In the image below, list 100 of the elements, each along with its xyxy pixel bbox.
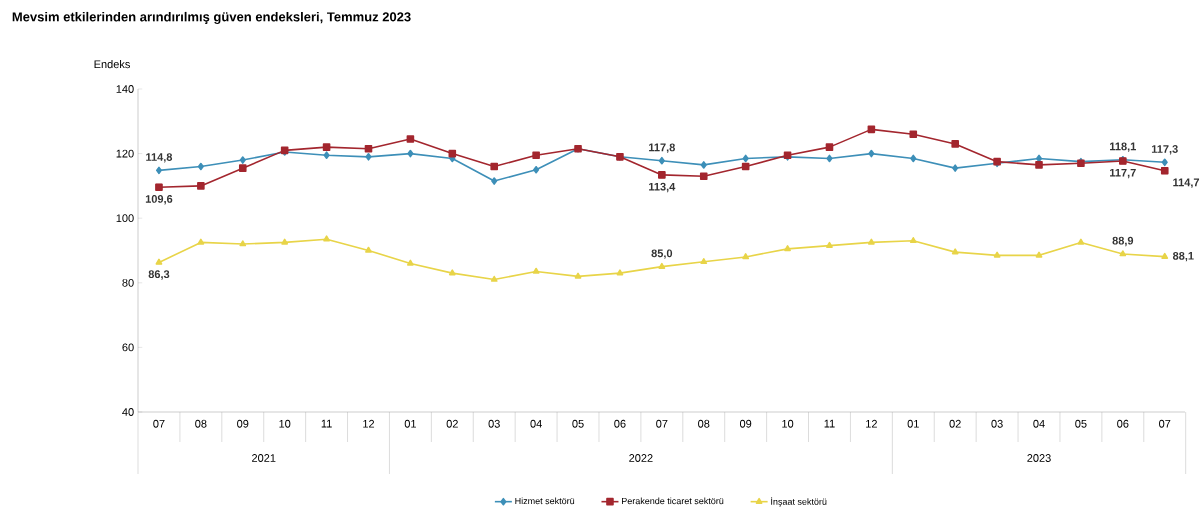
x-tick-label: 09	[739, 419, 752, 428]
point	[574, 272, 582, 279]
x-tick-label: 02	[446, 419, 458, 428]
text: 2022	[629, 454, 653, 462]
point	[490, 275, 498, 282]
data-label: 85,0	[651, 249, 673, 259]
point	[490, 162, 499, 171]
point	[951, 140, 959, 148]
point	[826, 154, 833, 163]
data-label: 117,8	[649, 143, 675, 153]
point	[951, 248, 959, 255]
point	[616, 269, 624, 276]
x-tick-label: 11	[824, 419, 835, 428]
point	[1077, 238, 1085, 245]
x-tick-label: 01	[907, 419, 919, 428]
x-tick-label: 07	[153, 419, 165, 428]
y-tick-label: 80	[122, 278, 134, 287]
text: 2021	[252, 454, 276, 462]
x-tick-label: 10	[279, 419, 291, 428]
x-tick-label: 03	[488, 419, 500, 428]
point	[910, 154, 917, 163]
data-label: 114,7	[1173, 178, 1200, 188]
point	[699, 172, 708, 181]
y-axis-title: Endeks	[94, 60, 130, 69]
y-tick-label: 120	[116, 149, 134, 158]
point	[700, 161, 707, 169]
legend-label: Hizmet sektörü	[515, 497, 575, 505]
x-tick-label: 05	[572, 419, 584, 428]
data-label: 117,7	[1110, 168, 1136, 179]
point	[952, 164, 959, 172]
point	[491, 177, 498, 185]
point	[322, 143, 331, 151]
x-tick-label: 03	[991, 419, 1003, 428]
data-label: 88,1	[1172, 251, 1194, 262]
x-tick-label: 05	[1075, 419, 1087, 428]
x-tick-label: 02	[949, 419, 961, 428]
point	[238, 164, 247, 172]
x-tick-label: 07	[1159, 419, 1171, 428]
point	[1160, 166, 1169, 175]
point	[825, 143, 834, 151]
point	[448, 269, 456, 276]
point	[323, 151, 330, 160]
point	[364, 144, 373, 153]
point	[1035, 251, 1043, 258]
point	[700, 258, 708, 265]
point	[742, 253, 750, 260]
x-tick-label: 01	[404, 419, 416, 428]
point	[239, 240, 247, 247]
point	[909, 130, 918, 139]
point	[1035, 161, 1043, 169]
x-tick-label: 12	[363, 419, 375, 428]
chart-title: Mevsim etkilerinden arındırılmış güven endeksleri, Temmuz 2023	[12, 11, 411, 25]
data-label: 109,6	[145, 195, 173, 205]
x-tick-label: 06	[614, 419, 626, 428]
legend-label: Perakende ticaret sektörü	[622, 497, 724, 505]
point	[365, 153, 372, 161]
point	[533, 165, 540, 174]
point	[867, 238, 875, 245]
point	[323, 235, 330, 242]
x-tick-label: 04	[530, 419, 542, 428]
x-tick-label: 06	[1117, 419, 1129, 428]
data-label: 86,3	[148, 270, 170, 280]
x-tick-label: 09	[237, 419, 249, 428]
point	[742, 154, 749, 163]
point	[868, 149, 875, 158]
point	[658, 171, 666, 179]
x-tick-label: 08	[195, 419, 207, 428]
point	[993, 251, 1001, 258]
y-tick-label: 60	[122, 343, 134, 352]
data-label: 117,3	[1151, 145, 1178, 155]
x-tick-label: 11	[321, 419, 332, 428]
point	[239, 156, 246, 164]
point	[909, 237, 917, 244]
point	[784, 245, 791, 252]
data-label: 113,4	[649, 182, 676, 193]
point	[197, 162, 204, 171]
point	[406, 135, 415, 143]
legend-label: İnşaat sektörü	[771, 496, 827, 507]
point	[826, 241, 833, 248]
point	[281, 238, 289, 245]
x-tick-label: 07	[656, 419, 668, 428]
y-tick-label: 40	[122, 408, 134, 416]
data-label: 118,1	[1110, 142, 1136, 152]
y-tick-label: 140	[116, 85, 134, 93]
x-tick-label: 12	[866, 419, 877, 428]
point	[197, 238, 205, 245]
x-tick-label: 04	[1033, 419, 1045, 428]
data-label: 114,8	[146, 153, 173, 163]
x-tick-label: 10	[782, 419, 794, 428]
point	[197, 182, 205, 190]
point	[532, 267, 540, 274]
y-tick-label: 100	[116, 214, 134, 223]
data-label: 88,9	[1112, 236, 1134, 247]
point	[155, 183, 163, 191]
point	[532, 151, 540, 160]
point	[407, 149, 414, 158]
x-tick-label: 08	[698, 419, 710, 428]
point	[407, 259, 414, 266]
point	[365, 246, 372, 253]
text: 2023	[1027, 454, 1051, 462]
